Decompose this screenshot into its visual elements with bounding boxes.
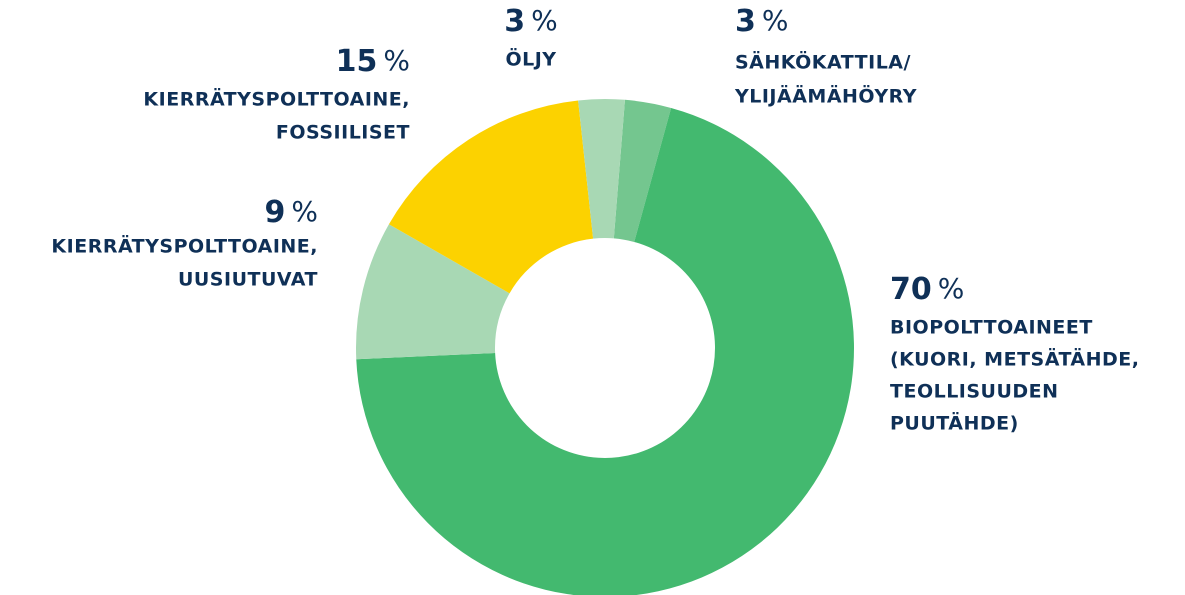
- category-label: KIERRÄTYSPOLTTOAINE,: [51, 234, 318, 258]
- value-label: 3%: [735, 4, 788, 39]
- category-label: ÖLJY: [505, 47, 556, 71]
- value-label: 70%: [890, 272, 964, 307]
- value-number: 3: [504, 4, 525, 39]
- value-label: 3%: [504, 4, 557, 39]
- donut-slice: [578, 98, 625, 239]
- value-unit: %: [938, 272, 965, 305]
- value-unit: %: [383, 44, 410, 77]
- value-unit: %: [762, 4, 789, 37]
- value-label: 15%: [336, 44, 410, 79]
- value-label: 9%: [265, 195, 318, 230]
- category-label: PUUTÄHDE): [890, 411, 1019, 435]
- category-label: BIOPOLTTOAINEET: [890, 317, 1093, 339]
- donut-slice: [613, 99, 672, 242]
- category-label: UUSIUTUVAT: [178, 269, 318, 291]
- category-label: FOSSIILISET: [276, 122, 410, 144]
- category-label: TEOLLISUUDEN: [890, 381, 1059, 403]
- value-unit: %: [291, 195, 318, 228]
- value-number: 9: [265, 195, 286, 230]
- value-number: 3: [735, 4, 756, 39]
- category-label: SÄHKÖKATTILA/: [735, 50, 911, 74]
- category-label: YLIJÄÄMÄHÖYRY: [734, 84, 917, 108]
- donut-slice: [356, 107, 854, 595]
- value-number: 70: [890, 272, 932, 307]
- donut-slice: [355, 224, 510, 360]
- donut-slice: [388, 100, 594, 294]
- value-number: 15: [336, 44, 378, 79]
- category-label: KIERRÄTYSPOLTTOAINE,: [143, 87, 410, 111]
- value-unit: %: [531, 4, 558, 37]
- category-label: (KUORI, METSÄTÄHDE,: [890, 347, 1140, 371]
